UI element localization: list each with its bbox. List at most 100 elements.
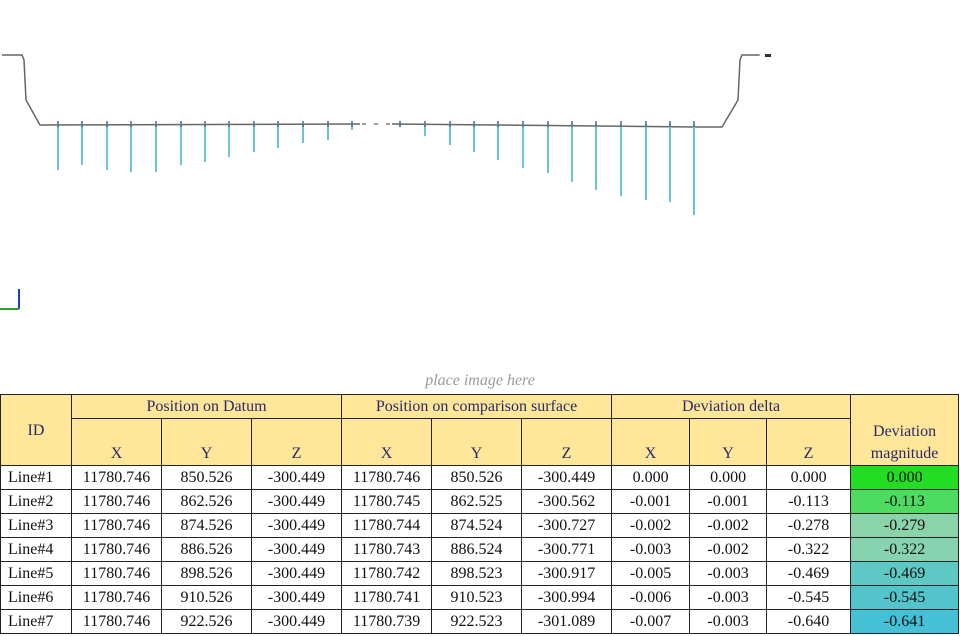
deviation-magnitude-cell: -0.113 bbox=[850, 489, 960, 514]
comparison-y-cell: 862.525 bbox=[431, 489, 523, 514]
datum-x-cell: 11780.746 bbox=[71, 465, 162, 490]
datum-x-header: X bbox=[71, 418, 162, 466]
deviation-magnitude-cell: -0.641 bbox=[850, 609, 960, 634]
comparison-x-header: X bbox=[341, 418, 433, 466]
row-id-cell: Line#6 bbox=[0, 585, 72, 610]
delta-z-cell: 0.000 bbox=[766, 465, 852, 490]
section-drawing bbox=[0, 54, 771, 310]
table-row: Line#6 11780.746 910.526 -300.449 11780.741 9… bbox=[0, 585, 960, 610]
table-row: Line#5 11780.746 898.526 -300.449 11780.742 8… bbox=[0, 561, 960, 586]
comparison-y-cell: 850.526 bbox=[431, 465, 523, 490]
datum-x-cell: 11780.746 bbox=[71, 609, 162, 634]
row-id-cell: Line#1 bbox=[0, 465, 72, 490]
datum-z-cell: -300.449 bbox=[250, 561, 343, 586]
surface-profile-left bbox=[2, 54, 361, 126]
delta-x-cell: -0.002 bbox=[611, 513, 691, 538]
row-id-cell: Line#5 bbox=[0, 561, 72, 586]
datum-y-cell: 874.526 bbox=[161, 513, 252, 538]
comparison-y-cell: 874.524 bbox=[431, 513, 523, 538]
datum-x-cell: 11780.746 bbox=[71, 489, 162, 514]
datum-y-cell: 850.526 bbox=[161, 465, 252, 490]
table-edge bbox=[958, 394, 960, 466]
delta-z-cell: -0.469 bbox=[766, 561, 852, 586]
comparison-y-header: Y bbox=[431, 418, 523, 466]
table-row: Line#4 11780.746 886.526 -300.449 11780.743 8… bbox=[0, 537, 960, 562]
datum-y-header: Y bbox=[161, 418, 252, 466]
table-row: Line#7 11780.746 922.526 -300.449 11780.739 9… bbox=[0, 609, 960, 634]
comparison-x-cell: 11780.745 bbox=[341, 489, 433, 514]
delta-x-header: X bbox=[611, 418, 691, 466]
delta-z-cell: -0.278 bbox=[766, 513, 852, 538]
delta-x-cell: -0.005 bbox=[611, 561, 691, 586]
3d-viewport[interactable] bbox=[0, 0, 960, 394]
datum-z-cell: -300.449 bbox=[250, 537, 343, 562]
surface-endpoint-marker bbox=[765, 54, 771, 57]
delta-group-header: Deviation delta bbox=[611, 394, 852, 419]
comparison-z-cell: -300.994 bbox=[521, 585, 613, 610]
comparison-y-cell: 922.523 bbox=[431, 609, 523, 634]
datum-z-cell: -300.449 bbox=[250, 489, 343, 514]
deviation-table-container: ID Position on Datum Position on compari… bbox=[0, 394, 960, 636]
row-id-cell: Line#2 bbox=[0, 489, 72, 514]
datum-y-cell: 922.526 bbox=[161, 609, 252, 634]
comparison-x-cell: 11780.741 bbox=[341, 585, 433, 610]
comparison-x-cell: 11780.744 bbox=[341, 513, 433, 538]
datum-z-cell: -300.449 bbox=[250, 609, 343, 634]
datum-z-header: Z bbox=[250, 418, 343, 466]
datum-z-cell: -300.449 bbox=[250, 513, 343, 538]
delta-y-cell: -0.003 bbox=[689, 561, 768, 586]
delta-y-cell: -0.001 bbox=[689, 489, 768, 514]
row-id-cell: Line#7 bbox=[0, 609, 72, 634]
delta-y-cell: 0.000 bbox=[689, 465, 768, 490]
delta-z-cell: -0.322 bbox=[766, 537, 852, 562]
comparison-x-cell: 11780.739 bbox=[341, 609, 433, 634]
delta-z-header: Z bbox=[766, 418, 852, 466]
row-id-cell: Line#3 bbox=[0, 513, 72, 538]
comparison-z-cell: -300.771 bbox=[521, 537, 613, 562]
comparison-x-cell: 11780.746 bbox=[341, 465, 433, 490]
delta-y-cell: -0.002 bbox=[689, 513, 768, 538]
magnitude-header: Deviation magnitude bbox=[850, 394, 960, 466]
deviation-magnitude-cell: -0.545 bbox=[850, 585, 960, 610]
table-edge bbox=[958, 537, 960, 562]
datum-x-cell: 11780.746 bbox=[71, 585, 162, 610]
delta-x-cell: -0.001 bbox=[611, 489, 691, 514]
table-edge bbox=[958, 609, 960, 634]
comparison-z-cell: -300.917 bbox=[521, 561, 613, 586]
table-row: Line#3 11780.746 874.526 -300.449 11780.744 8… bbox=[0, 513, 960, 538]
datum-y-cell: 910.526 bbox=[161, 585, 252, 610]
delta-x-cell: -0.006 bbox=[611, 585, 691, 610]
deviation-magnitude-cell: -0.322 bbox=[850, 537, 960, 562]
table-edge bbox=[958, 513, 960, 538]
row-id-cell: Line#4 bbox=[0, 537, 72, 562]
comparison-z-cell: -300.449 bbox=[521, 465, 613, 490]
datum-y-cell: 862.526 bbox=[161, 489, 252, 514]
table-edge bbox=[958, 561, 960, 586]
id-header: ID bbox=[0, 394, 72, 466]
deviation-table: ID Position on Datum Position on compari… bbox=[0, 394, 960, 634]
comparison-y-cell: 910.523 bbox=[431, 585, 523, 610]
delta-y-cell: -0.002 bbox=[689, 537, 768, 562]
delta-z-cell: -0.113 bbox=[766, 489, 852, 514]
table-edge bbox=[958, 465, 960, 490]
comparison-x-cell: 11780.742 bbox=[341, 561, 433, 586]
datum-x-cell: 11780.746 bbox=[71, 537, 162, 562]
comparison-z-cell: -301.089 bbox=[521, 609, 613, 634]
deviation-magnitude-cell: -0.279 bbox=[850, 513, 960, 538]
comparison-x-cell: 11780.743 bbox=[341, 537, 433, 562]
datum-z-cell: -300.449 bbox=[250, 465, 343, 490]
surface-profile-right bbox=[391, 54, 758, 128]
delta-y-cell: -0.003 bbox=[689, 609, 768, 634]
table-edge bbox=[958, 585, 960, 610]
datum-z-cell: -300.449 bbox=[250, 585, 343, 610]
comparison-y-cell: 898.523 bbox=[431, 561, 523, 586]
datum-x-cell: 11780.746 bbox=[71, 561, 162, 586]
comparison-z-cell: -300.727 bbox=[521, 513, 613, 538]
deviation-magnitude-cell: 0.000 bbox=[850, 465, 960, 490]
delta-z-cell: -0.545 bbox=[766, 585, 852, 610]
datum-group-header: Position on Datum bbox=[70, 394, 343, 419]
table-edge bbox=[958, 489, 960, 514]
image-placeholder-text: place image here bbox=[425, 372, 535, 389]
table-row: Line#1 11780.746 850.526 -300.449 11780.746 8… bbox=[0, 465, 960, 490]
comparison-y-cell: 886.524 bbox=[431, 537, 523, 562]
